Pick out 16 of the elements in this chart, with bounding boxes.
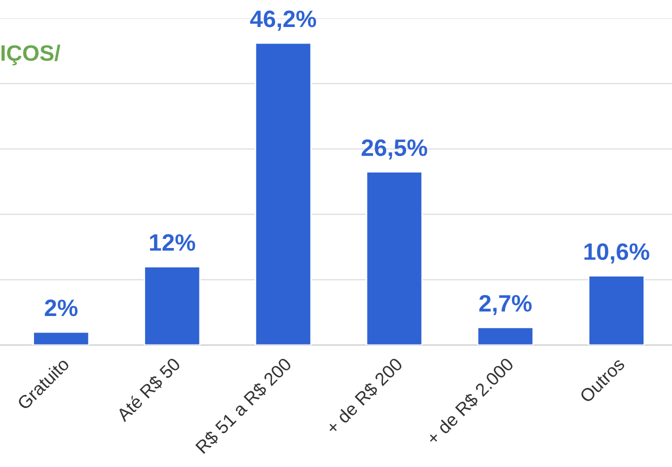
bar	[32, 331, 90, 346]
data-label: 12%	[150, 234, 196, 251]
x-tick-label: Até R$ 50	[115, 356, 182, 424]
bar	[476, 326, 534, 346]
chart-title: IÇOS/	[1, 44, 60, 66]
data-label: 2,7%	[479, 294, 532, 316]
bar	[588, 275, 645, 346]
data-label: 26,5%	[362, 139, 428, 160]
x-tick-label: R$ 51 a R$ 200	[194, 356, 293, 455]
bar	[366, 171, 423, 346]
data-label: 2%	[44, 300, 78, 316]
bar	[144, 266, 201, 346]
data-label: 46,2%	[250, 10, 316, 31]
bar	[254, 42, 312, 346]
x-tick-label: + de R$ 200	[324, 356, 404, 436]
data-label: 10,6%	[584, 243, 650, 264]
